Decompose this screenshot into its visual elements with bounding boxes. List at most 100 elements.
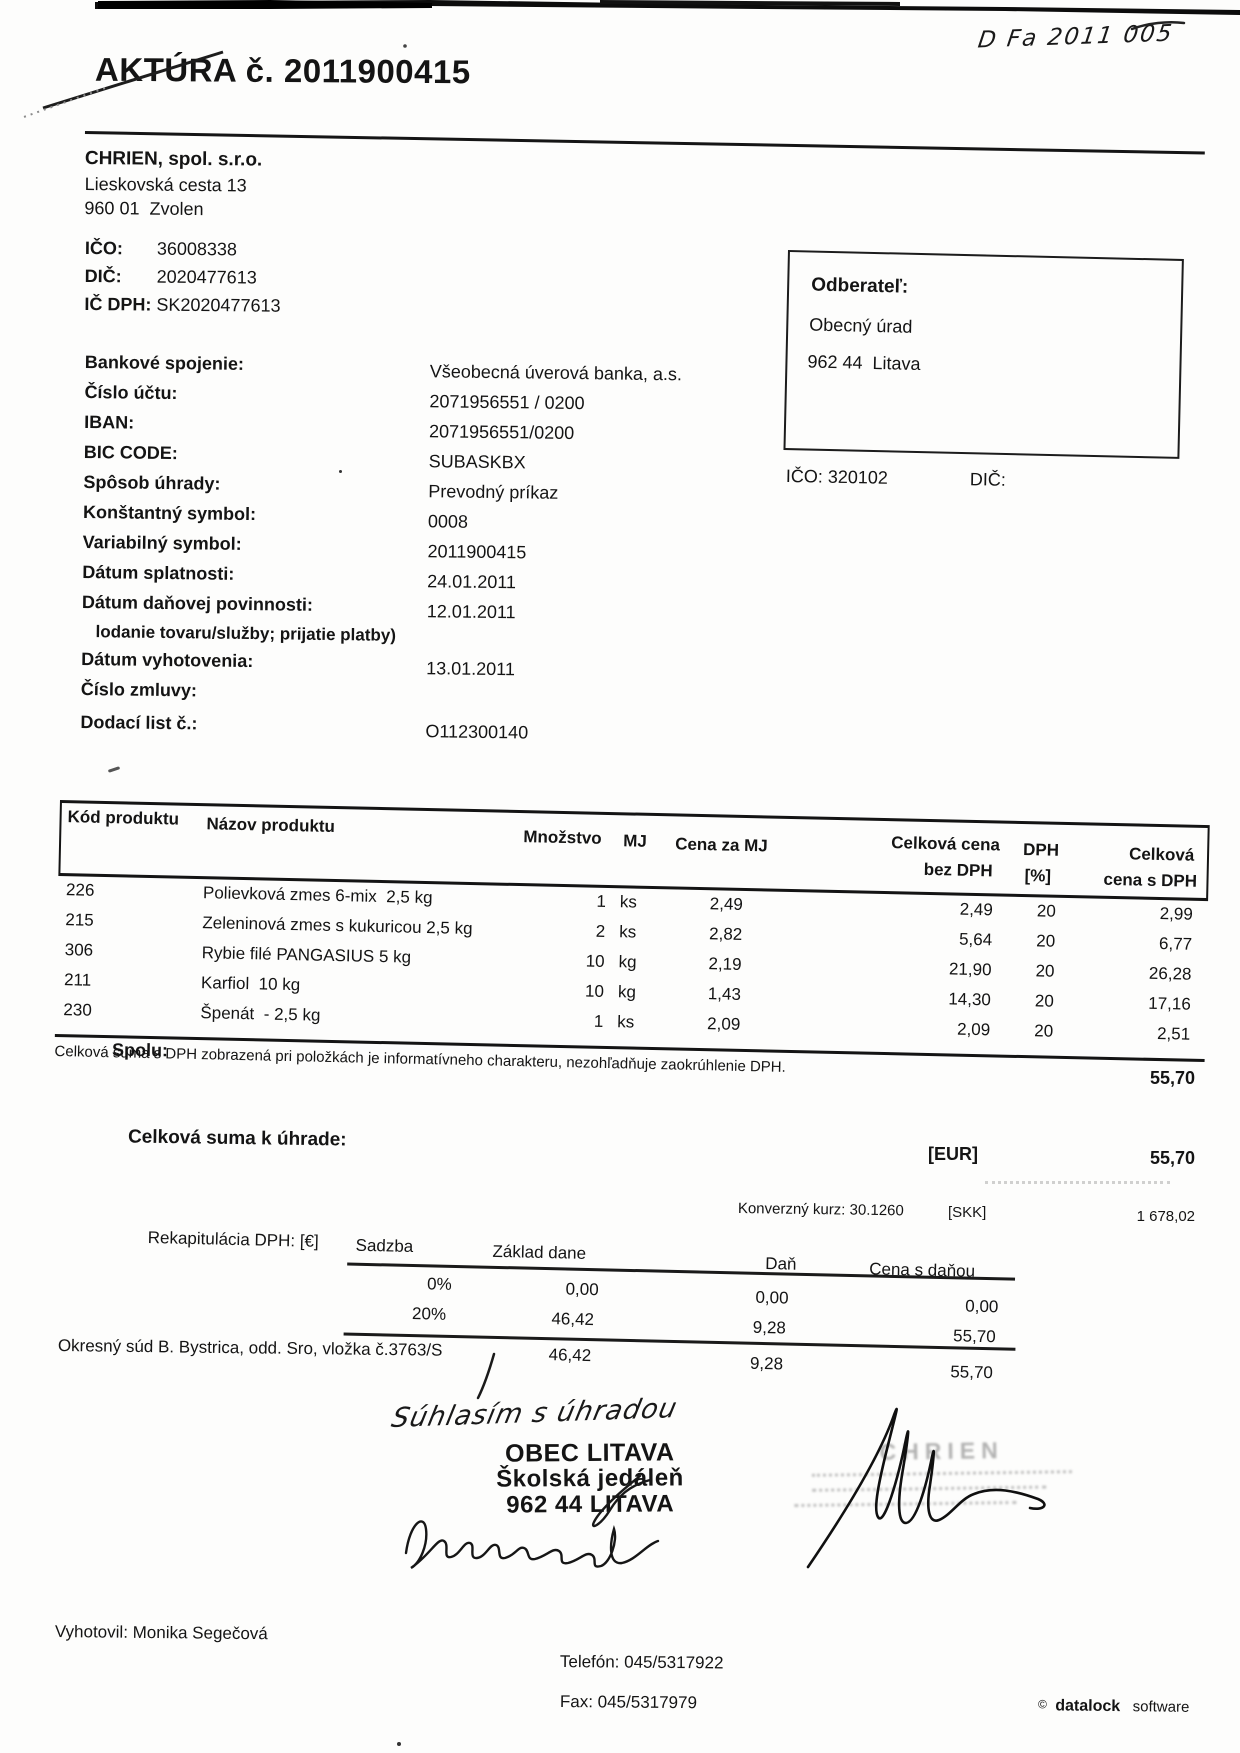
customer-dic: DIČ: xyxy=(969,469,1007,490)
customer-ids-row: IČO: 320102 DIČ: xyxy=(786,466,1006,491)
items-rows: 226 Polievková zmes 6-mix 2,5 kg 1 ks 2,… xyxy=(54,879,1208,1063)
copyright-icon: © xyxy=(1037,1697,1047,1712)
payment-value: 2071956551 / 0200 xyxy=(429,391,585,414)
payment-value: 2011900415 xyxy=(427,541,527,563)
item-vat-rate: 20 xyxy=(1036,901,1057,921)
software-brand: © datalock software xyxy=(1038,1697,1190,1717)
handwritten-overline-stroke xyxy=(1130,21,1186,31)
payment-row: Číslo zmluvy: xyxy=(81,679,721,717)
vat-rate: 0% xyxy=(426,1274,452,1294)
col-header-inc-2: cena s DPH xyxy=(1103,869,1198,891)
item-total-ex-vat: 21,90 xyxy=(948,959,992,980)
col-header-vat-1: DPH xyxy=(1022,840,1060,860)
supplier-ico-row: IČO: 36008338 xyxy=(85,238,281,268)
item-unit-price: 1,43 xyxy=(707,984,742,1004)
item-total-inc-vat: 2,51 xyxy=(1156,1023,1191,1044)
payment-label: IBAN: xyxy=(84,411,135,433)
payment-value: 24.01.2011 xyxy=(427,571,517,593)
scan-speck xyxy=(397,1742,401,1746)
vat-tax: 9,28 xyxy=(752,1317,787,1338)
item-total-inc-vat: 26,28 xyxy=(1148,963,1192,984)
vat-recap-table: Rekapitulácia DPH: [€] Sadzba Základ dan… xyxy=(145,1226,1028,1396)
court-registration-line: Okresný súd B. Bystrica, odd. Sro, vložk… xyxy=(57,1336,443,1360)
customer-city: 962 44 Litava xyxy=(807,351,921,375)
col-header-qty: Množstvo xyxy=(523,827,602,848)
payment-label: Dodací list č.: xyxy=(80,711,198,734)
software-brand-suffix: software xyxy=(1132,1698,1190,1716)
customer-name: Obecný úrad xyxy=(809,314,913,337)
col-header-inc-1: Celková xyxy=(1128,844,1195,865)
pen-slash-mark xyxy=(476,1352,496,1400)
payment-value: 13.01.2011 xyxy=(426,658,516,680)
col-header-unit: MJ xyxy=(623,831,648,851)
item-unit: ks xyxy=(619,922,637,942)
item-code: 226 xyxy=(65,880,95,900)
scan-mark xyxy=(107,766,121,773)
supplier-icdph-label: IČ DPH: xyxy=(84,293,152,315)
skk-currency: [SKK] xyxy=(948,1204,987,1221)
col-header-unit-price: Cena za MJ xyxy=(674,834,768,856)
item-name: Rybie filé PANGASIUS 5 kg xyxy=(201,943,412,967)
item-qty: 10 xyxy=(585,951,605,971)
item-unit-price: 2,19 xyxy=(708,954,742,974)
item-name: Karfiol 10 kg xyxy=(200,973,301,995)
vat-with-tax: 0,00 xyxy=(965,1296,999,1317)
supplier-address-block: CHRIEN, spol. s.r.o. Lieskovská cesta 13… xyxy=(84,146,262,222)
payment-label: BIC CODE: xyxy=(83,441,178,464)
item-unit-price: 2,82 xyxy=(708,924,743,944)
customer-ico: IČO: 320102 xyxy=(785,466,889,488)
item-vat-rate: 20 xyxy=(1036,931,1056,951)
vat-col-base: Základ dane xyxy=(492,1241,587,1263)
payment-label: Dátum splatnosti: xyxy=(82,561,235,584)
vat-base: 46,42 xyxy=(551,1309,595,1330)
payment-details-block: Bankové spojenie: Všeobecná úverová bank… xyxy=(80,352,725,750)
item-unit: kg xyxy=(617,982,637,1002)
subtotal-label: Spolu: xyxy=(111,1039,169,1061)
payment-label: Variabilný symbol: xyxy=(82,531,242,554)
customer-box: Odberateľ: Obecný úrad 962 44 Litava xyxy=(783,250,1184,459)
item-qty: 10 xyxy=(584,981,605,1001)
item-total-ex-vat: 5,64 xyxy=(958,929,993,950)
items-table: Kód produktu Názov produktu Množstvo MJ … xyxy=(54,800,1210,1085)
item-qty: 1 xyxy=(593,1011,604,1031)
supplier-ids-block: IČO: 36008338 DIČ: 2020477613 IČ DPH: SK… xyxy=(84,238,281,324)
scan-edge-artifact xyxy=(95,0,1240,15)
payment-label: Dátum daňovej povinnosti: xyxy=(81,591,314,615)
item-vat-rate: 20 xyxy=(1034,991,1055,1011)
total-due-label: Celková suma k úhrade: xyxy=(127,1126,347,1151)
customer-box-label: Odberateľ: xyxy=(810,274,909,298)
supplier-dic-row: DIČ: 2020477613 xyxy=(85,266,281,296)
conversion-rate-label: Konverzný kurz: 30.1260 xyxy=(737,1200,904,1220)
payment-value: Prevodný príkaz xyxy=(428,481,559,503)
item-unit: ks xyxy=(619,892,638,912)
item-total-inc-vat: 2,99 xyxy=(1159,904,1193,924)
scan-speck xyxy=(339,470,342,473)
item-name: Špenát - 2,5 kg xyxy=(200,1003,321,1025)
supplier-icdph-row: IČ DPH: SK2020477613 xyxy=(84,294,280,324)
payment-label: Spôsob úhrady: xyxy=(83,471,221,494)
pencil-stroke-artifact xyxy=(20,44,407,119)
supplier-ico-value: 36008338 xyxy=(156,238,238,260)
payment-value: 12.01.2011 xyxy=(426,601,516,623)
vat-total-tax: 9,28 xyxy=(749,1353,784,1374)
payment-label: Dátum vyhotovenia: xyxy=(81,648,254,672)
item-unit: kg xyxy=(618,952,637,972)
customer-stamp-line1: OBEC LITAVA xyxy=(505,1438,675,1468)
item-total-inc-vat: 6,77 xyxy=(1158,934,1193,954)
item-vat-rate: 20 xyxy=(1035,961,1055,981)
item-code: 230 xyxy=(63,1000,93,1020)
item-unit: ks xyxy=(617,1012,635,1032)
vat-with-tax: 55,70 xyxy=(952,1326,996,1347)
supplier-dic-value: 2020477613 xyxy=(156,266,257,288)
supplier-ico-label: IČO: xyxy=(84,238,123,259)
fax-line: Fax: 045/5317979 xyxy=(559,1692,698,1713)
payment-label: Číslo účtu: xyxy=(84,381,178,404)
payment-value: 2071956551/0200 xyxy=(428,421,575,443)
item-unit-price: 2,49 xyxy=(709,894,744,914)
col-header-vat-2: [%] xyxy=(1024,866,1052,886)
supplier-icdph-value: SK2020477613 xyxy=(156,294,281,316)
item-name: Polievková zmes 6-mix 2,5 kg xyxy=(202,883,433,908)
vat-recap-title: Rekapitulácia DPH: [€] xyxy=(147,1227,319,1251)
item-vat-rate: 20 xyxy=(1034,1021,1054,1041)
